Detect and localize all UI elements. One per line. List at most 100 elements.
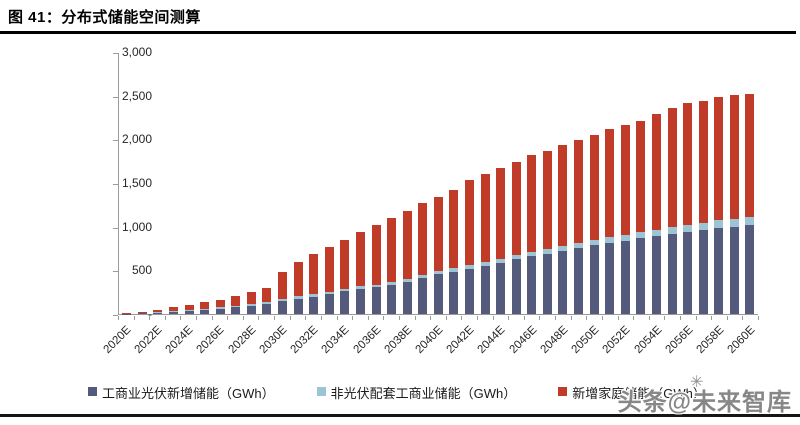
bar-group-2038 bbox=[399, 53, 415, 314]
bar-segment bbox=[620, 234, 630, 241]
bar-group-2045 bbox=[508, 53, 524, 314]
legend-swatch-light-blue-icon bbox=[316, 387, 326, 396]
x-axis-tick-mark bbox=[695, 316, 697, 320]
bar-segment bbox=[511, 161, 521, 256]
bar-segment bbox=[169, 311, 179, 314]
bar-segment bbox=[371, 224, 381, 285]
bar-segment bbox=[324, 247, 334, 292]
bar-segment bbox=[496, 168, 506, 260]
title-underline bbox=[0, 31, 796, 34]
bar-group-2030 bbox=[275, 53, 291, 314]
bar-group-2041 bbox=[446, 53, 462, 314]
bar-segment bbox=[387, 217, 397, 282]
x-axis-tick-mark bbox=[664, 316, 666, 320]
bar-segment bbox=[605, 129, 615, 238]
x-axis-tick-mark bbox=[320, 316, 322, 320]
x-axis-tick-mark bbox=[274, 316, 276, 320]
x-axis-tick-mark bbox=[711, 316, 713, 320]
y-axis-tick-label: - bbox=[148, 307, 152, 321]
bar-segment bbox=[340, 239, 350, 289]
bar-segment bbox=[231, 305, 241, 308]
bar-group-2023 bbox=[166, 53, 182, 314]
bar-group-2026 bbox=[212, 53, 228, 314]
x-axis-tick-mark bbox=[726, 316, 728, 320]
bar-segment bbox=[651, 230, 661, 237]
bar-segment bbox=[667, 227, 677, 235]
bar-group-2034 bbox=[337, 53, 353, 314]
bar-group-2047 bbox=[540, 53, 556, 314]
bar-group-2046 bbox=[524, 53, 540, 314]
x-axis-tick-mark bbox=[445, 316, 447, 320]
bar-group-2037 bbox=[384, 53, 400, 314]
watermark: 头条@未来智库 bbox=[617, 389, 792, 416]
x-axis-tick-mark bbox=[633, 316, 635, 320]
bar-segment bbox=[651, 236, 661, 314]
bar-group-2039 bbox=[415, 53, 431, 314]
bar-segment bbox=[542, 150, 552, 250]
x-axis-tick-mark bbox=[133, 316, 135, 320]
bar-segment bbox=[465, 265, 474, 269]
legend-label: 非光伏配套工商业储能（GWh） bbox=[330, 386, 517, 401]
x-axis-tick-mark bbox=[539, 316, 541, 320]
bar-segment bbox=[215, 308, 225, 314]
bar-segment bbox=[433, 271, 443, 275]
bar-segment bbox=[496, 259, 506, 263]
bar-segment bbox=[527, 256, 537, 314]
x-axis-tick-mark bbox=[258, 316, 260, 320]
bar-segment bbox=[620, 240, 630, 314]
bar-segment bbox=[278, 272, 288, 299]
bar-segment bbox=[231, 307, 241, 314]
bar-segment bbox=[729, 226, 739, 314]
y-axis-tick-mark bbox=[113, 53, 118, 54]
bar-segment bbox=[387, 284, 397, 314]
bar-segment bbox=[309, 253, 319, 295]
x-axis-tick-mark bbox=[289, 316, 291, 320]
x-axis-tick-mark bbox=[305, 316, 307, 320]
legend-item-new-household-storage: 新增家庭储能（GWh） bbox=[558, 383, 706, 402]
bar-group-2031 bbox=[290, 53, 306, 314]
bar-segment bbox=[589, 239, 599, 246]
bar-segment bbox=[293, 298, 303, 314]
x-axis-tick-mark bbox=[758, 316, 759, 320]
bar-segment bbox=[511, 255, 521, 260]
bar-segment bbox=[200, 310, 210, 314]
bar-segment bbox=[558, 251, 568, 314]
bar-segment bbox=[278, 298, 288, 301]
bar-segment bbox=[527, 155, 537, 253]
bar-series-container bbox=[119, 53, 758, 314]
x-axis-tick-mark bbox=[648, 316, 650, 320]
bar-segment bbox=[153, 309, 163, 312]
y-axis-tick-mark bbox=[113, 271, 118, 273]
bar-segment bbox=[200, 308, 210, 311]
bar-segment bbox=[184, 310, 194, 314]
bar-segment bbox=[683, 103, 693, 225]
legend-item-commercial-pv-storage: 工商业光伏新增储能（GWh） bbox=[88, 383, 275, 402]
bar-segment bbox=[480, 174, 490, 263]
bar-group-2025 bbox=[197, 53, 213, 314]
bar-segment bbox=[465, 180, 474, 266]
x-axis-tick-mark bbox=[461, 316, 463, 320]
figure-title: 图 41：分布式储能空间测算 bbox=[8, 9, 201, 26]
x-axis-tick-mark bbox=[617, 316, 619, 320]
x-axis-tick-mark bbox=[523, 316, 525, 320]
bar-segment bbox=[496, 262, 506, 314]
y-axis-tick-label: 1,000 bbox=[121, 219, 152, 234]
x-axis-tick-mark bbox=[352, 316, 354, 320]
bar-segment bbox=[714, 220, 724, 228]
bar-segment bbox=[574, 248, 584, 314]
y-axis-tick-mark bbox=[113, 315, 118, 316]
x-axis-tick-mark bbox=[477, 316, 479, 320]
x-axis-tick-mark bbox=[383, 316, 385, 320]
x-axis-tick-mark bbox=[508, 316, 510, 320]
bar-segment bbox=[433, 274, 443, 314]
x-axis-tick-mark bbox=[149, 316, 151, 320]
bar-segment bbox=[262, 288, 272, 302]
bar-segment bbox=[309, 294, 319, 297]
x-axis-tick-mark bbox=[555, 316, 557, 320]
bar-group-2050 bbox=[586, 53, 602, 314]
bar-segment bbox=[231, 295, 241, 306]
bar-segment bbox=[137, 313, 147, 314]
bar-group-2053 bbox=[633, 53, 649, 314]
bar-segment bbox=[667, 108, 677, 228]
x-axis-tick-mark bbox=[430, 316, 432, 320]
